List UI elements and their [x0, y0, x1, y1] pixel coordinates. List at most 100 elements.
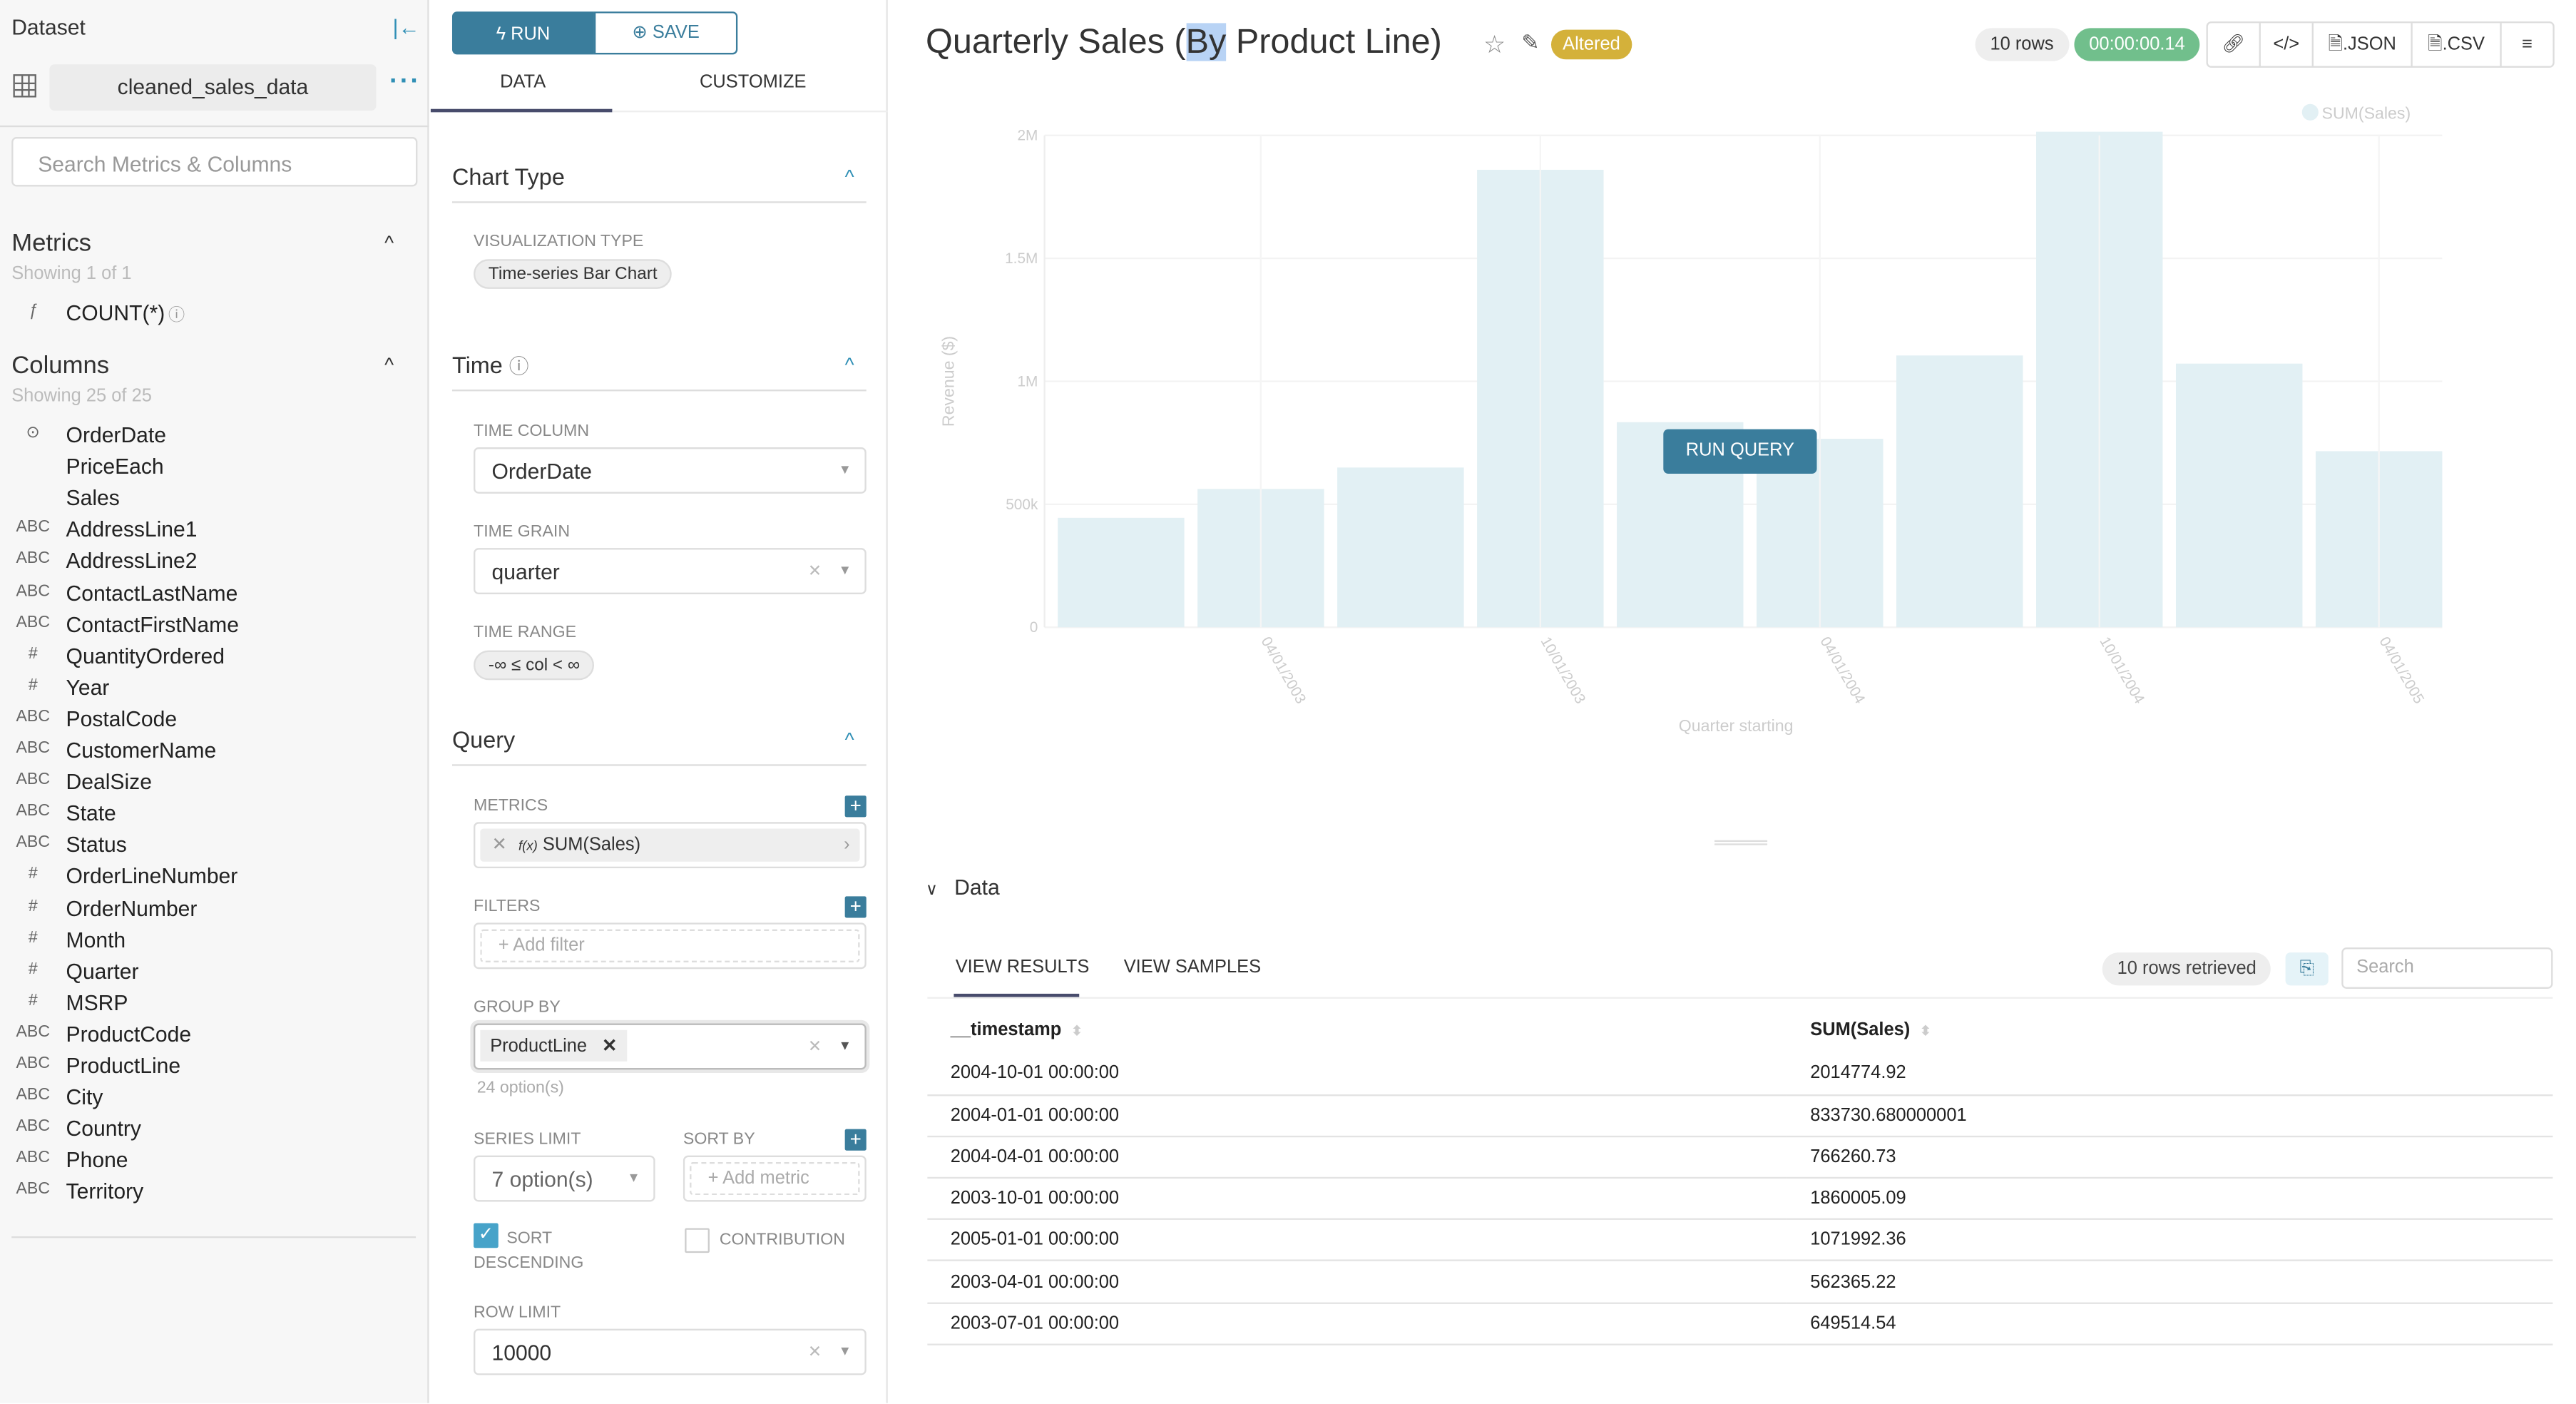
- search-metrics-columns-input[interactable]: Search Metrics & Columns: [11, 137, 418, 187]
- menu-icon[interactable]: ≡: [2522, 34, 2532, 55]
- group-by-select[interactable]: ProductLine ✕ ✕ ▼: [474, 1023, 867, 1070]
- run-button[interactable]: ϟ RUN: [451, 11, 594, 55]
- viz-type-select[interactable]: Time-series Bar Chart: [474, 259, 673, 289]
- metrics-select[interactable]: ✕ f(x) SUM(Sales) ›: [474, 822, 867, 869]
- sum-sales-cell: 562365.22: [1787, 1261, 2553, 1304]
- star-icon[interactable]: ☆: [1483, 31, 1506, 60]
- collapse-sidebar-icon[interactable]: |←: [392, 14, 420, 40]
- add-metric-plus-icon[interactable]: +: [844, 795, 867, 818]
- column-item[interactable]: # OrderNumber: [0, 894, 426, 925]
- metric-tag[interactable]: ✕ f(x) SUM(Sales) ›: [480, 828, 860, 862]
- dataset-name[interactable]: cleaned_sales_data: [49, 64, 377, 111]
- column-item[interactable]: ABC PostalCode: [0, 705, 426, 736]
- resize-handle[interactable]: [1714, 840, 1768, 845]
- column-item[interactable]: ABC City: [0, 1083, 426, 1114]
- caret-down-icon: ▼: [838, 563, 852, 578]
- column-name: Phone: [66, 1147, 128, 1173]
- altered-badge[interactable]: Altered: [1550, 29, 1632, 60]
- columns-heading: Columns: [11, 351, 110, 380]
- time-column-select[interactable]: OrderDate ▼: [474, 447, 867, 494]
- clear-icon[interactable]: ✕: [807, 563, 822, 581]
- numeric-type-icon: #: [28, 928, 38, 947]
- column-item[interactable]: ABC ContactLastName: [0, 579, 426, 610]
- export-csv-button[interactable]: 🗎.CSV: [2413, 23, 2502, 66]
- column-item[interactable]: ⊙ OrderDate: [0, 421, 426, 452]
- embed-code-icon[interactable]: </>: [2261, 23, 2314, 66]
- column-item[interactable]: ABC CustomerName: [0, 736, 426, 768]
- string-type-icon: ABC: [16, 708, 51, 726]
- numeric-type-icon: #: [28, 992, 38, 1010]
- column-header-sum-sales[interactable]: SUM(Sales) ⬍: [1787, 1007, 2553, 1053]
- chart-title[interactable]: Quarterly Sales (By Product Line): [926, 23, 1442, 63]
- column-item[interactable]: ABC Phone: [0, 1146, 426, 1177]
- column-item[interactable]: PriceEach: [0, 452, 426, 484]
- series-limit-select[interactable]: 7 option(s) ▼: [474, 1155, 655, 1202]
- divider: [612, 111, 888, 113]
- tab-data[interactable]: DATA: [500, 72, 546, 93]
- x-tick-label: 04/01/2003: [1258, 634, 1309, 707]
- timestamp-cell: 2004-01-01 00:00:00: [927, 1094, 1787, 1137]
- column-item[interactable]: # QuantityOrdered: [0, 641, 426, 673]
- tab-customize[interactable]: CUSTOMIZE: [700, 72, 807, 93]
- chevron-up-icon[interactable]: ^: [844, 353, 854, 377]
- sort-icon[interactable]: ⬍: [1920, 1023, 1931, 1039]
- tab-view-results[interactable]: VIEW RESULTS: [955, 957, 1090, 977]
- group-by-options-count: 24 option(s): [476, 1079, 564, 1098]
- time-column-value: OrderDate: [491, 459, 592, 484]
- chevron-up-icon[interactable]: ^: [384, 353, 394, 377]
- clear-icon[interactable]: ✕: [807, 1038, 822, 1057]
- help-icon[interactable]: ⓘ: [168, 307, 185, 325]
- info-icon[interactable]: ⓘ: [508, 355, 529, 378]
- column-item[interactable]: ABC Country: [0, 1114, 426, 1146]
- row-limit-select[interactable]: 10000 ✕ ▼: [474, 1328, 867, 1375]
- column-item[interactable]: ABC ProductLine: [0, 1052, 426, 1083]
- run-query-button[interactable]: RUN QUERY: [1663, 429, 1817, 474]
- y-tick-label: 0: [1030, 619, 1038, 636]
- chevron-up-icon[interactable]: ^: [844, 728, 854, 751]
- remove-icon[interactable]: ✕: [491, 835, 507, 855]
- column-item[interactable]: ABC Territory: [0, 1178, 426, 1209]
- save-button[interactable]: ⊕ SAVE: [593, 11, 738, 55]
- time-range-select[interactable]: -∞ ≤ col < ∞: [474, 650, 596, 681]
- column-item[interactable]: # OrderLineNumber: [0, 863, 426, 894]
- column-item[interactable]: # Year: [0, 673, 426, 705]
- column-item[interactable]: ABC Status: [0, 831, 426, 863]
- metric-item[interactable]: ƒ COUNT(*) ⓘ: [0, 299, 426, 330]
- column-item[interactable]: ABC State: [0, 799, 426, 830]
- control-panel: ϟ RUN ⊕ SAVE DATA CUSTOMIZE Chart Type ^…: [430, 0, 888, 1403]
- sort-icon[interactable]: ⬍: [1071, 1023, 1083, 1039]
- column-item[interactable]: Sales: [0, 484, 426, 515]
- tab-view-samples[interactable]: VIEW SAMPLES: [1123, 957, 1262, 977]
- column-item[interactable]: ABC DealSize: [0, 768, 426, 799]
- add-metric-button[interactable]: + Add metric: [690, 1161, 860, 1196]
- time-grain-select[interactable]: quarter ✕ ▼: [474, 548, 867, 594]
- chevron-up-icon[interactable]: ^: [384, 230, 394, 255]
- column-item[interactable]: ABC ContactFirstName: [0, 610, 426, 641]
- time-grain-value: quarter: [491, 559, 560, 585]
- edit-icon[interactable]: ✎: [1521, 29, 1540, 55]
- contribution-checkbox[interactable]: [685, 1228, 710, 1253]
- more-options-icon[interactable]: ···: [389, 67, 421, 96]
- sort-descending-checkbox[interactable]: ✓: [474, 1223, 499, 1248]
- caret-down-icon: ▼: [838, 462, 852, 477]
- column-header-timestamp[interactable]: __timestamp ⬍: [927, 1007, 1787, 1053]
- add-sort-plus-icon[interactable]: +: [844, 1128, 867, 1151]
- add-filter-button[interactable]: + Add filter: [480, 929, 860, 962]
- link-icon[interactable]: 🔗︎: [2208, 23, 2261, 66]
- data-section-toggle[interactable]: ∨ Data: [926, 875, 1000, 900]
- clear-icon[interactable]: ✕: [807, 1343, 822, 1362]
- copy-icon[interactable]: ⎘: [2285, 952, 2329, 986]
- column-item[interactable]: ABC AddressLine1: [0, 516, 426, 547]
- column-item[interactable]: ABC ProductCode: [0, 1020, 426, 1052]
- export-json-button[interactable]: 🗎.JSON: [2314, 23, 2413, 66]
- divider: [11, 1236, 416, 1238]
- add-filter-plus-icon[interactable]: +: [844, 895, 867, 918]
- column-item[interactable]: # Quarter: [0, 957, 426, 988]
- chevron-up-icon[interactable]: ^: [844, 165, 854, 188]
- column-item[interactable]: ABC AddressLine2: [0, 547, 426, 579]
- column-item[interactable]: # Month: [0, 925, 426, 957]
- remove-icon[interactable]: ✕: [602, 1037, 618, 1057]
- column-item[interactable]: # MSRP: [0, 988, 426, 1019]
- results-search-input[interactable]: Search: [2341, 947, 2553, 989]
- chevron-right-icon[interactable]: ›: [844, 835, 850, 855]
